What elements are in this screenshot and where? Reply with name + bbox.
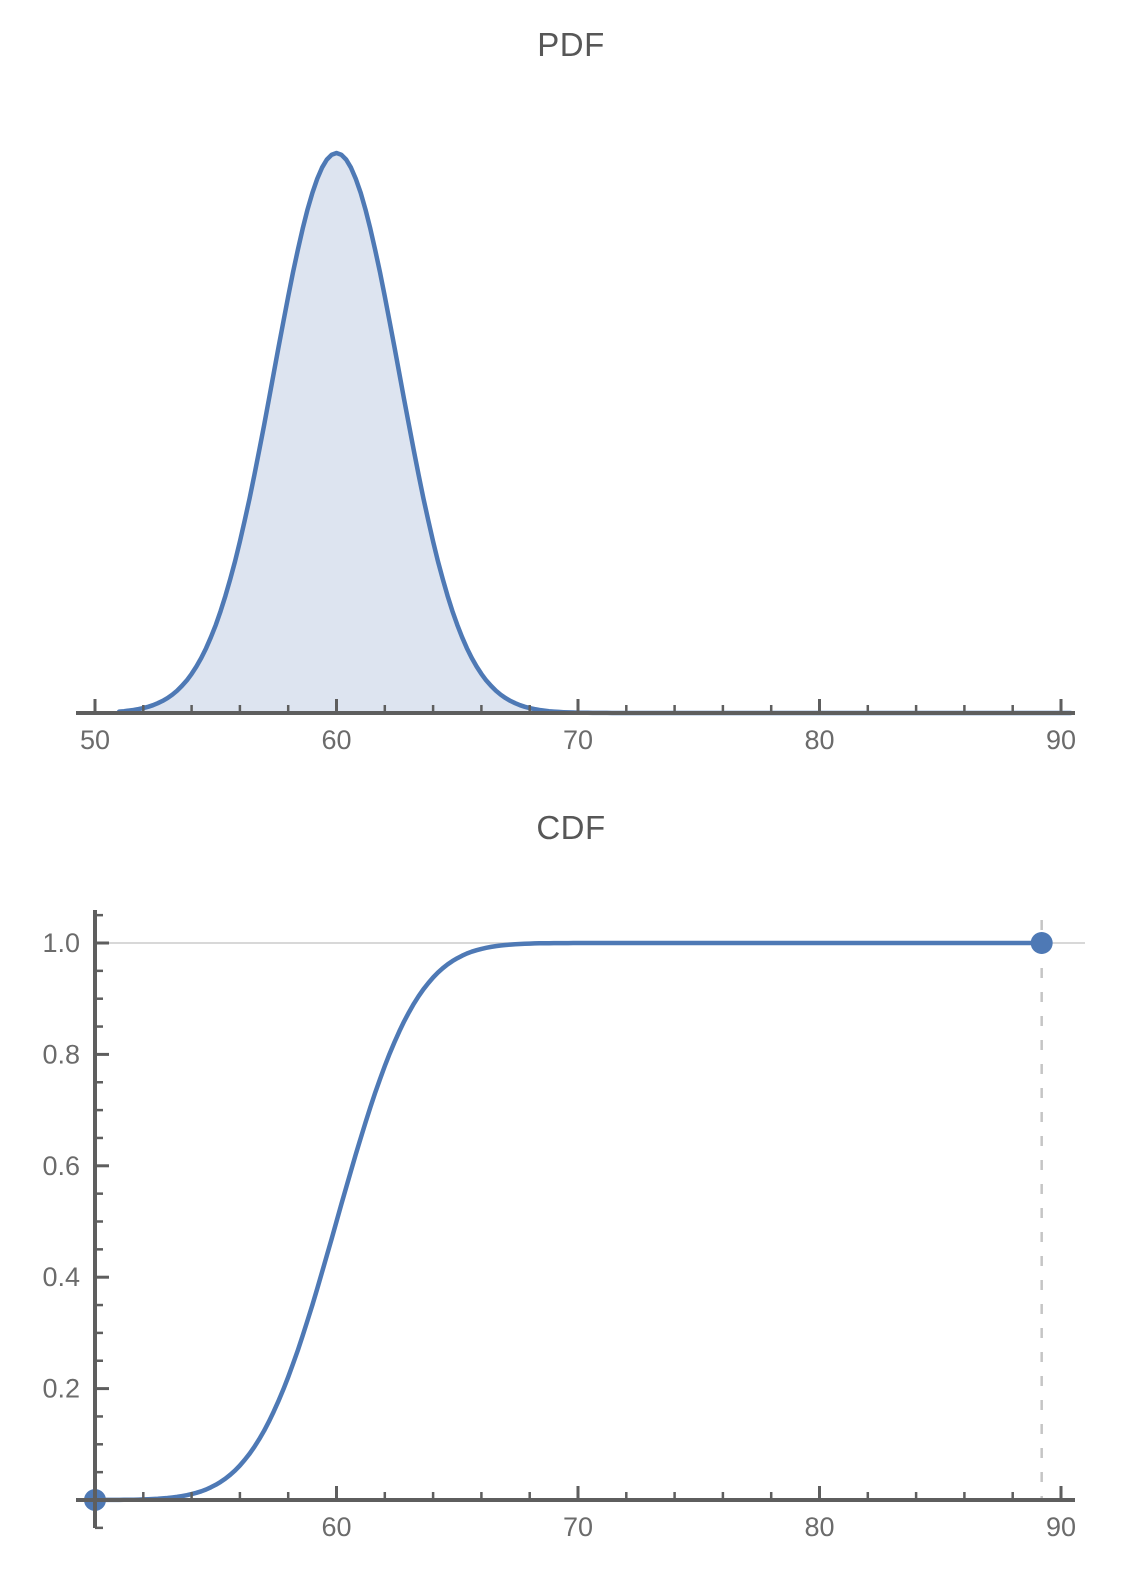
cdf-x-ticks	[142, 1486, 1063, 1500]
x-tick-label: 80	[804, 1512, 834, 1542]
cdf-plot-canvas: 60 70 80 90 0.2 0.4 0.6 0.8 1.0	[42, 910, 1085, 1542]
x-tick-label: 60	[321, 1512, 351, 1542]
x-tick-label: 70	[563, 1512, 593, 1542]
x-tick-label: 90	[1046, 1512, 1076, 1542]
y-tick-label: 0.2	[42, 1374, 80, 1404]
x-tick-label: 50	[80, 725, 110, 755]
cdf-y-ticks	[95, 913, 109, 1530]
cdf-end-point-marker	[1030, 932, 1053, 954]
x-tick-label: 90	[1046, 725, 1076, 755]
pdf-fill-area	[119, 153, 1071, 713]
x-tick-label: 70	[563, 725, 593, 755]
y-tick-label: 1.0	[42, 928, 80, 958]
pdf-chart-title: PDF	[537, 26, 605, 63]
x-tick-label: 80	[804, 725, 834, 755]
cdf-chart: 60 70 80 90 0.2 0.4 0.6 0.8 1.0 CDF	[0, 786, 1142, 1572]
pdf-x-ticks	[93, 699, 1063, 713]
cdf-chart-title: CDF	[536, 809, 606, 846]
y-tick-label: 0.8	[42, 1039, 80, 1069]
pdf-plot-canvas: 50 60 70 80 90	[76, 150, 1076, 755]
x-tick-label: 60	[321, 725, 351, 755]
pdf-chart: 50 60 70 80 90 PDF	[76, 26, 1076, 755]
cdf-curve	[92, 940, 1044, 1503]
y-tick-label: 0.6	[42, 1151, 80, 1181]
y-tick-label: 0.4	[42, 1262, 80, 1292]
